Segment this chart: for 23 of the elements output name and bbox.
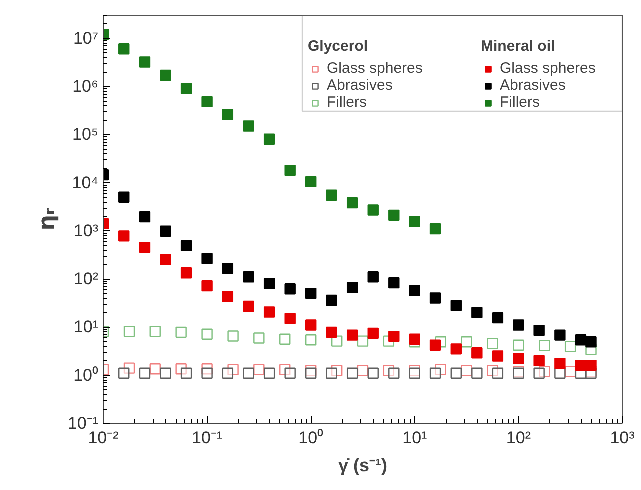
legend-label: Glass spheres	[500, 60, 596, 77]
y-tick-label: 10⁴	[72, 173, 99, 192]
x-tick-label: 10⁻¹	[192, 428, 223, 448]
y-tick-label: 10²	[74, 270, 99, 289]
legend-label: Fillers	[327, 94, 367, 111]
x-tick-label: 10⁰	[298, 428, 324, 448]
legend-label: Abrasives	[327, 77, 393, 94]
x-tick-label: 10¹	[402, 428, 428, 448]
x-tick-label: 10³	[610, 428, 636, 448]
y-tick-label: 10¹	[74, 318, 99, 337]
x-tick-label: 10²	[506, 428, 532, 448]
y-tick-label: 10⁷	[73, 28, 98, 48]
annotation: Glycerol	[308, 38, 370, 55]
legend-label: Abrasives	[500, 77, 566, 94]
y-tick-label: 10⁶	[72, 77, 99, 96]
y-tick-label: 10³	[74, 221, 99, 240]
y-axis-title: ηᵣ	[34, 208, 60, 231]
x-axis-title: γ̇ (s⁻¹)	[338, 456, 388, 476]
y-tick-label: 10⁵	[72, 125, 99, 144]
legend-label: Glass spheres	[327, 60, 423, 77]
y-tick-label: 10⁰	[74, 366, 99, 385]
legend-label: Fillers	[500, 94, 540, 111]
annotation: Mineral oil	[481, 38, 556, 55]
